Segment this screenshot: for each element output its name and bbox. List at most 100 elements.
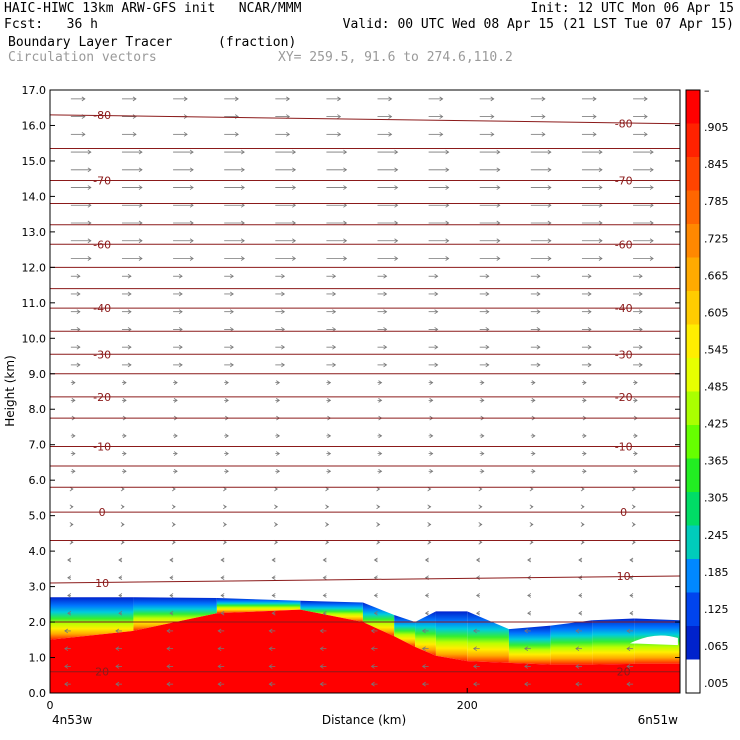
wind-vector-head xyxy=(178,291,183,297)
wind-vector-head xyxy=(631,504,636,510)
wind-vector-head xyxy=(64,646,69,651)
wind-vector-head xyxy=(292,238,297,244)
wind-vector-head xyxy=(332,273,337,279)
wind-vector-head xyxy=(322,610,327,616)
wind-vector-head xyxy=(132,96,137,102)
wind-vector-head xyxy=(496,167,501,173)
wind-vector-head xyxy=(638,344,643,350)
wind-vector-head xyxy=(169,557,174,563)
contour-label: -40 xyxy=(615,302,633,315)
wind-vector-head xyxy=(69,522,74,527)
wind-vector-head xyxy=(485,362,490,368)
wind-vector-head xyxy=(629,557,634,563)
wind-vector-head xyxy=(598,149,603,155)
wind-vector-head xyxy=(638,273,643,279)
colorbar-label: .005 xyxy=(704,677,729,690)
wind-vector-head xyxy=(480,468,485,474)
wind-vector-head xyxy=(276,468,281,474)
wind-vector-head xyxy=(370,646,375,651)
wind-vector-head xyxy=(439,114,444,119)
wind-vector-head xyxy=(343,149,348,155)
wind-vector-head xyxy=(445,167,450,173)
wind-vector-head xyxy=(541,132,546,137)
colorbar-label: .665 xyxy=(704,269,729,282)
plot-frame xyxy=(49,89,681,694)
wind-vector-head xyxy=(633,398,638,403)
wind-vector-head xyxy=(224,468,229,474)
wind-vector-head xyxy=(220,557,225,563)
wind-vector-head xyxy=(240,185,245,190)
forecast-hour: Fcst: 36 h xyxy=(4,17,98,32)
wind-vector-head xyxy=(132,132,137,137)
wind-vector-head xyxy=(524,646,529,651)
colorbar-swatch xyxy=(686,458,700,493)
wind-vector-head xyxy=(578,557,583,563)
wind-vector-head xyxy=(122,468,127,474)
x-end-label-left: 4n53w xyxy=(52,713,93,727)
wind-vector-head xyxy=(229,309,234,315)
wind-vector-head xyxy=(649,167,654,173)
wind-vector-head xyxy=(337,96,342,102)
wind-vector-head xyxy=(424,593,429,598)
wind-vector-head xyxy=(439,96,444,102)
wind-vector-head xyxy=(626,628,631,634)
wind-vector-head xyxy=(376,504,381,510)
wind-vector-head xyxy=(592,114,597,119)
wind-vector-head xyxy=(478,522,483,527)
wind-vector-head xyxy=(319,664,324,669)
wind-vector-head xyxy=(224,380,229,385)
wind-vector-head xyxy=(118,610,123,616)
colorbar-swatch xyxy=(686,425,700,459)
wind-vector-head xyxy=(276,451,281,456)
tracer-band-segment xyxy=(300,600,363,623)
wind-vector-head xyxy=(485,344,490,350)
colorbar-swatch xyxy=(686,659,700,694)
wind-vector-head xyxy=(127,309,132,315)
wind-vector-head xyxy=(373,593,378,598)
y-tick-label: 8.0 xyxy=(29,403,47,416)
wind-vector-head xyxy=(183,96,188,102)
wind-vector-head xyxy=(649,149,654,155)
contour-label: -80 xyxy=(93,109,111,122)
wind-vector-head xyxy=(429,398,434,403)
wind-vector-head xyxy=(64,664,69,669)
wind-vector-head xyxy=(276,433,281,439)
wind-vector-head xyxy=(434,344,439,350)
wind-vector-head xyxy=(527,593,532,598)
wind-vector-head xyxy=(578,575,583,581)
wind-vector-head xyxy=(445,185,450,190)
colorbar-label: .305 xyxy=(704,492,729,505)
wind-vector-head xyxy=(536,309,541,315)
wind-vector-head xyxy=(268,646,273,651)
wind-vector-head xyxy=(629,593,634,598)
wind-vector-head xyxy=(281,291,286,297)
colorbar-swatch xyxy=(686,257,700,292)
wind-vector-head xyxy=(626,681,631,687)
tracer-band-segment xyxy=(592,618,635,665)
wind-vector-head xyxy=(496,149,501,155)
wind-vector-head xyxy=(424,610,429,616)
wind-vector-head xyxy=(421,628,426,634)
wind-vector-head xyxy=(643,132,648,137)
wind-vector-head xyxy=(388,114,393,119)
wind-vector-head xyxy=(383,362,388,368)
colorbar-swatch xyxy=(686,324,700,359)
wind-vector-head xyxy=(189,167,194,173)
wind-vector-head xyxy=(224,451,229,456)
wind-vector-head xyxy=(166,646,171,651)
wind-vector-head xyxy=(76,362,81,368)
wind-vector-head xyxy=(582,451,587,456)
wind-vector-head xyxy=(122,398,127,403)
wind-vector-head xyxy=(332,309,337,315)
wind-vector-head xyxy=(547,238,552,244)
wind-vector-head xyxy=(189,185,194,190)
wind-vector-head xyxy=(429,468,434,474)
wind-vector-head xyxy=(541,114,546,119)
tracer-band-segment xyxy=(550,620,593,665)
colorbar-label: .845 xyxy=(704,158,729,171)
wind-vector-head xyxy=(138,149,143,155)
wind-vector-head xyxy=(598,238,603,244)
wind-vector-head xyxy=(547,256,552,261)
wind-vector-head xyxy=(76,309,81,315)
